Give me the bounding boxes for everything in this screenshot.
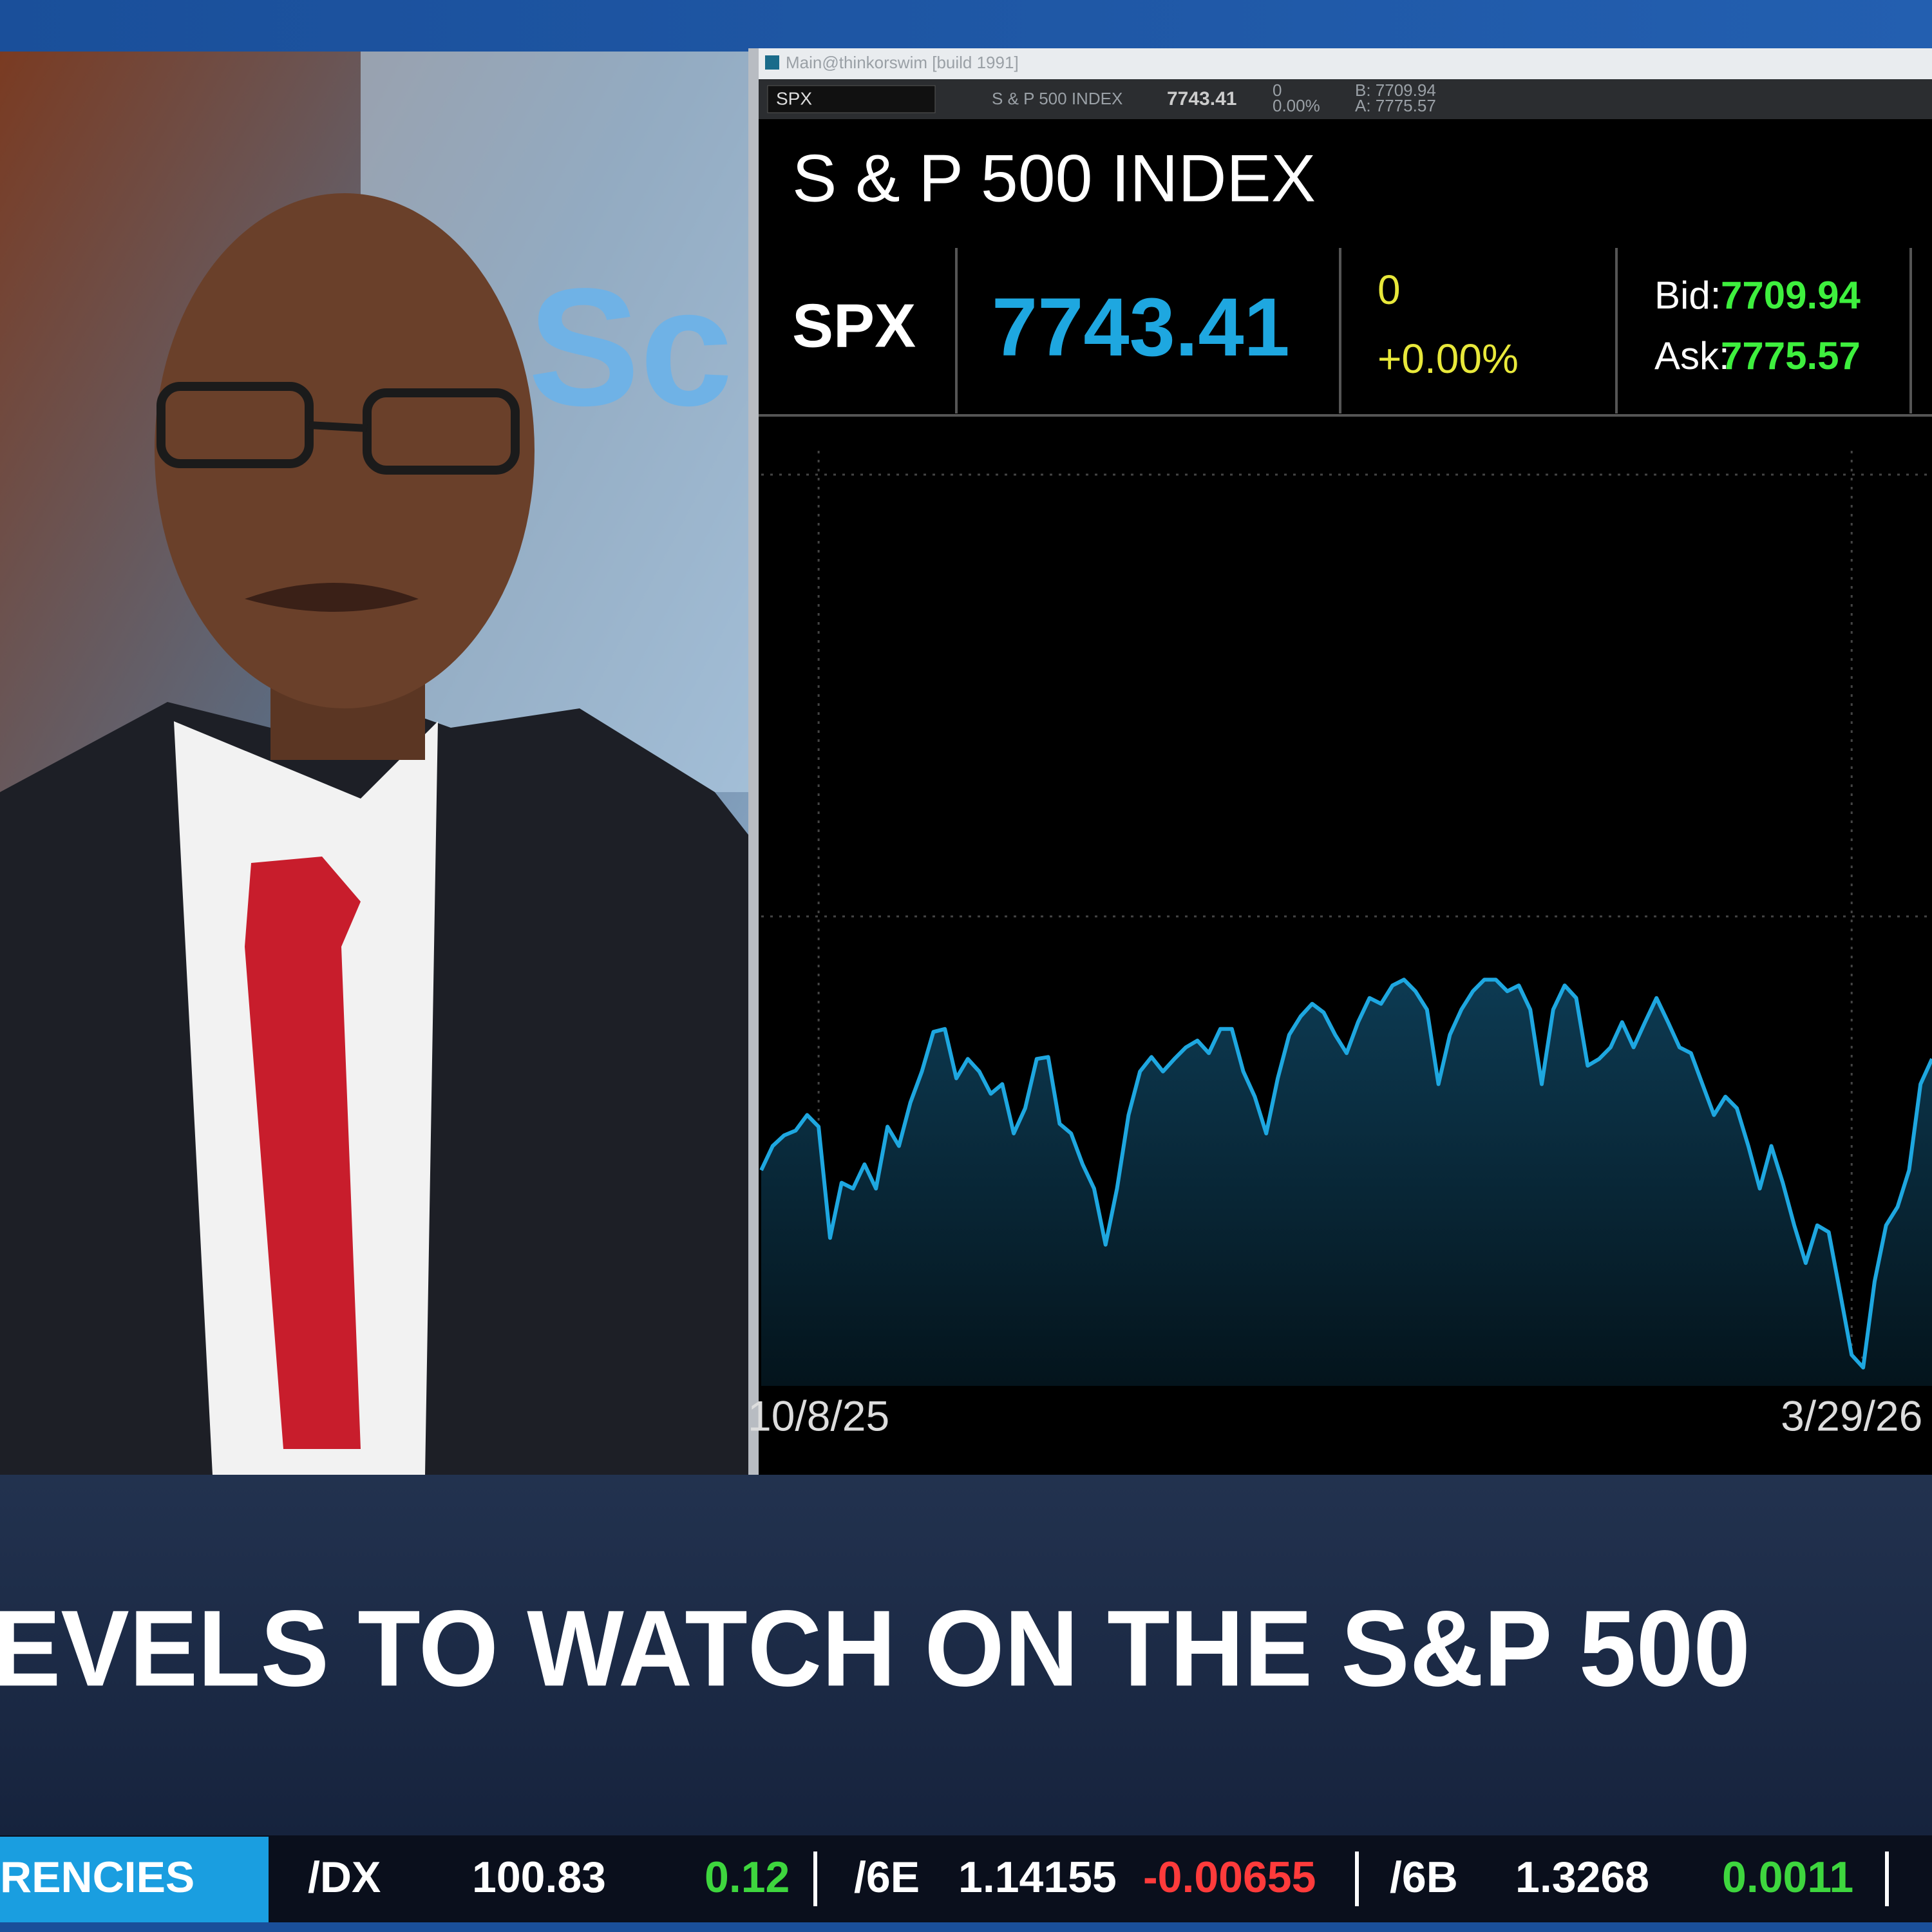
- quote-last: 7743.41: [992, 281, 1290, 374]
- area-fill: [761, 980, 1932, 1386]
- quote-symbol: SPX: [792, 291, 916, 360]
- ticker-last: 1.3268: [1515, 1853, 1649, 1902]
- toolbar-ask: A: 7775.57: [1355, 96, 1436, 115]
- quote-dividers: [759, 248, 1932, 417]
- ticker-symbol: /6B: [1390, 1853, 1458, 1902]
- ticker-section: RENCIES: [0, 1853, 194, 1902]
- lower-third: [0, 1475, 1932, 1835]
- bottom-band: [0, 1922, 1932, 1932]
- glasses-right: [363, 388, 520, 475]
- toolbar-symbol: SPX: [776, 88, 812, 108]
- ticker-change: 0.0011: [1722, 1853, 1853, 1902]
- glasses-bridge: [308, 421, 368, 432]
- ticker-last: 1.14155: [958, 1853, 1117, 1902]
- tie: [245, 857, 361, 1449]
- ticker-separator: [1885, 1852, 1889, 1906]
- toolbar-change: 0: [1273, 80, 1282, 100]
- price-line: [759, 978, 1932, 1370]
- divider: [748, 48, 759, 1475]
- ticker-change: 0.12: [705, 1853, 790, 1902]
- toolbar-percent: 0.00%: [1273, 96, 1320, 115]
- ticker-items: /DX 100.83 0.12/6E 1.14155 -0.00655/6B 1.3268…: [308, 1852, 1889, 1906]
- x-tick-label: 3/29/26: [1781, 1392, 1922, 1439]
- bid-label: Bid:: [1654, 274, 1721, 317]
- quote-change: 0: [1378, 267, 1401, 313]
- bid-value: 7709.94: [1721, 274, 1861, 317]
- price-chart: 10/8/25 3/29/26: [748, 451, 1932, 1439]
- ticker-symbol: /6E: [854, 1853, 920, 1902]
- symbol-box[interactable]: [767, 85, 936, 113]
- ticker-separator: [813, 1852, 817, 1906]
- mouth: [245, 583, 419, 612]
- presenter-video: Sc: [0, 52, 750, 1475]
- ticker-change: -0.00655: [1143, 1853, 1316, 1902]
- ticker-symbol: /DX: [308, 1853, 381, 1902]
- ticker-section-box: [0, 1837, 269, 1922]
- toolbar-description: S & P 500 INDEX: [992, 89, 1122, 108]
- head: [155, 193, 535, 708]
- studio-logo: Sc: [528, 254, 733, 441]
- headline: EVELS TO WATCH ON THE S&P 500: [0, 1587, 1750, 1709]
- ask-label: Ask:: [1654, 334, 1730, 377]
- platform-window: Main@thinkorswim [build 1991] SPX S & P …: [748, 48, 1932, 1475]
- app-icon: [765, 55, 779, 70]
- ticker-last: 100.83: [472, 1853, 606, 1902]
- quote-title: S & P 500 INDEX: [792, 141, 1316, 216]
- title-bar: [759, 48, 1932, 79]
- toolbar: [759, 79, 1932, 119]
- window-title: Main@thinkorswim [build 1991]: [786, 53, 1019, 72]
- toolbar-bid: B: 7709.94: [1355, 80, 1436, 100]
- ticker-separator: [1355, 1852, 1359, 1906]
- ticker-bar: [0, 1835, 1932, 1922]
- x-tick-label: 10/8/25: [748, 1392, 889, 1439]
- toolbar-last: 7743.41: [1167, 88, 1236, 109]
- ask-value: 7775.57: [1721, 334, 1861, 377]
- quote-percent: +0.00%: [1378, 336, 1519, 382]
- top-band: [0, 0, 1932, 52]
